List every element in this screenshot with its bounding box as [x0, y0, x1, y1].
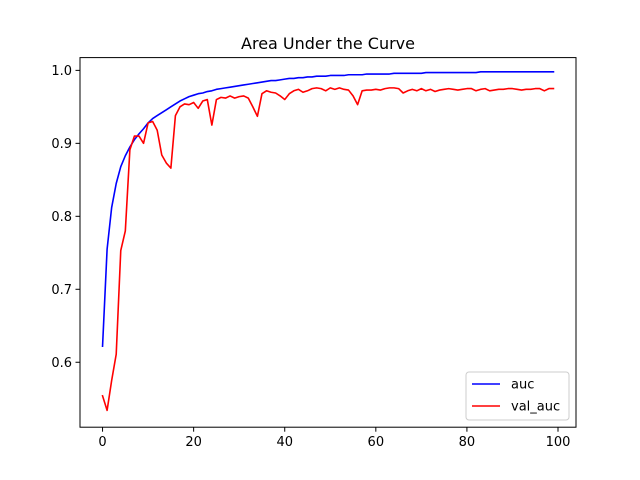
x-tick-label: 80	[459, 435, 476, 450]
y-axis: 0.6 0.7 0.8 0.9 1.0	[51, 64, 80, 371]
y-tick-label: 0.7	[51, 283, 72, 298]
x-tick-label: 100	[546, 435, 571, 450]
x-axis: 0 20 40 60 80 100	[98, 427, 570, 450]
legend-label-val-auc: val_auc	[511, 400, 560, 415]
series-line-auc	[101, 71, 555, 348]
legend: auc val_auc	[465, 371, 570, 421]
x-tick-label: 40	[276, 435, 293, 450]
x-tick-label: 20	[185, 435, 202, 450]
chart-title: Area Under the Curve	[241, 34, 415, 53]
series-layer	[101, 71, 555, 412]
y-tick-label: 0.6	[51, 356, 72, 371]
axes-frame	[79, 57, 577, 428]
plot-area: 0 20 40 60 80 100 0.6 0.7 0.8 0.9 1.0	[51, 57, 577, 450]
x-tick-label: 0	[98, 435, 106, 450]
series-line-val-auc	[101, 87, 555, 412]
y-tick-label: 0.9	[51, 137, 72, 152]
y-tick-label: 1.0	[51, 64, 72, 79]
y-tick-label: 0.8	[51, 210, 72, 225]
legend-label-auc: auc	[511, 378, 534, 393]
x-tick-label: 60	[368, 435, 385, 450]
